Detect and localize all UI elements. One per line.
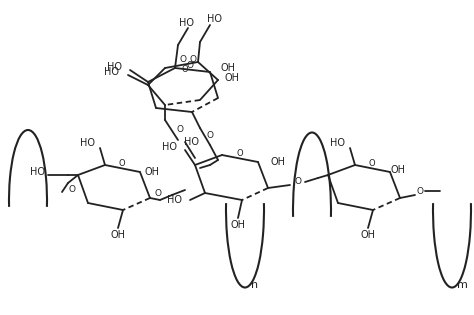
Text: HO: HO — [104, 67, 119, 77]
Text: O: O — [180, 55, 186, 65]
Text: OH: OH — [110, 230, 126, 240]
Text: O: O — [207, 130, 213, 140]
Text: O: O — [417, 186, 423, 196]
Text: O: O — [190, 55, 197, 65]
Text: O: O — [369, 158, 375, 168]
Text: O: O — [182, 65, 188, 73]
Text: OH: OH — [225, 73, 239, 83]
Text: OH: OH — [361, 230, 375, 240]
Text: O: O — [155, 190, 162, 198]
Text: HO: HO — [330, 138, 346, 148]
Text: HO: HO — [81, 138, 95, 148]
Text: n: n — [251, 280, 258, 290]
Text: OH: OH — [391, 165, 405, 175]
Text: O: O — [294, 177, 301, 186]
Text: HO: HO — [167, 195, 182, 205]
Text: HO: HO — [180, 18, 194, 28]
Text: O: O — [176, 125, 183, 135]
Text: OH: OH — [220, 63, 236, 73]
Text: HO: HO — [184, 137, 200, 147]
Text: O: O — [237, 150, 243, 158]
Text: OH: OH — [145, 167, 159, 177]
Text: OH: OH — [230, 220, 246, 230]
Text: O: O — [186, 61, 193, 71]
Text: HO: HO — [208, 14, 222, 24]
Text: HO: HO — [163, 142, 177, 152]
Text: m: m — [456, 280, 467, 290]
Text: HO: HO — [30, 167, 46, 177]
Text: O: O — [69, 186, 75, 194]
Text: OH: OH — [271, 157, 285, 167]
Text: O: O — [118, 159, 125, 169]
Text: HO: HO — [108, 62, 122, 72]
